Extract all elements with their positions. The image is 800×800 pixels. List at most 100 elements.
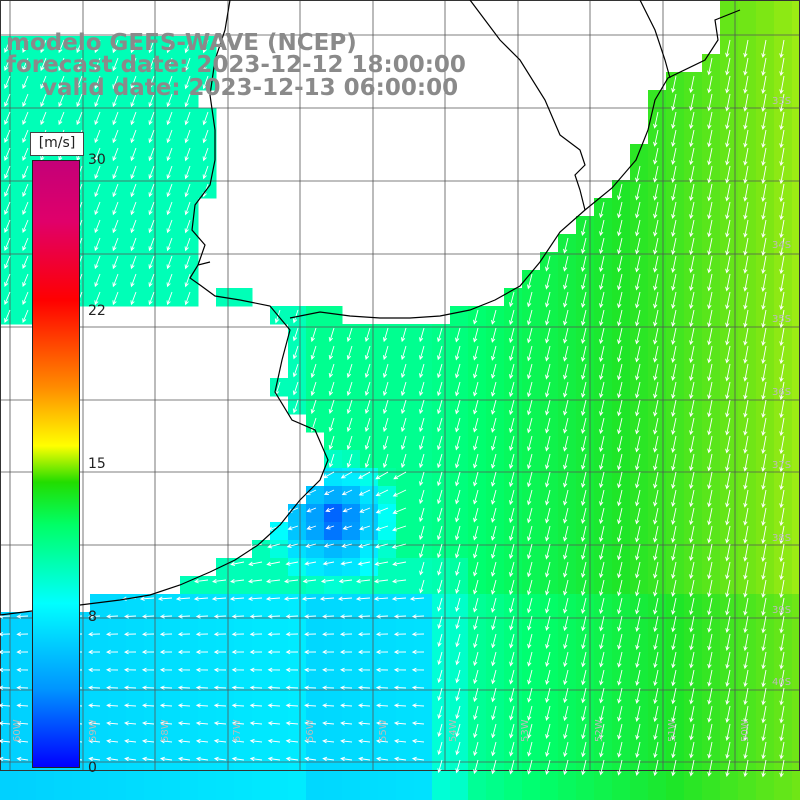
field-cell xyxy=(792,180,800,199)
field-cell xyxy=(450,468,469,487)
field-cell xyxy=(216,612,235,631)
field-cell xyxy=(270,648,289,667)
field-cell xyxy=(414,486,433,505)
field-cell xyxy=(522,666,541,685)
field-cell xyxy=(162,216,181,235)
field-cell xyxy=(576,522,595,541)
field-cell xyxy=(252,594,271,613)
legend-unit-label: [m/s] xyxy=(30,132,84,156)
field-cell xyxy=(450,540,469,559)
field-cell xyxy=(144,792,163,800)
field-cell xyxy=(126,252,145,271)
field-cell xyxy=(306,504,325,523)
field-cell xyxy=(558,594,577,613)
field-cell xyxy=(576,396,595,415)
field-cell xyxy=(126,612,145,631)
field-cell xyxy=(378,414,397,433)
field-cell xyxy=(360,720,379,739)
field-cell xyxy=(234,648,253,667)
field-cell xyxy=(450,396,469,415)
field-cell xyxy=(648,792,667,800)
field-cell xyxy=(54,774,73,793)
field-cell xyxy=(558,756,577,775)
field-cell xyxy=(432,558,451,577)
field-cell xyxy=(684,792,703,800)
field-cell xyxy=(450,450,469,469)
field-cell xyxy=(450,576,469,595)
field-cell xyxy=(414,630,433,649)
field-cell xyxy=(252,684,271,703)
field-cell xyxy=(558,504,577,523)
field-cell xyxy=(792,648,800,667)
field-cell xyxy=(396,360,415,379)
field-cell xyxy=(306,360,325,379)
field-cell xyxy=(270,684,289,703)
field-cell xyxy=(198,774,217,793)
field-cell xyxy=(432,432,451,451)
field-cell xyxy=(288,504,307,523)
field-cell xyxy=(486,720,505,739)
field-cell xyxy=(216,774,235,793)
field-cell xyxy=(504,360,523,379)
field-cell xyxy=(360,684,379,703)
field-cell xyxy=(324,612,343,631)
field-cell xyxy=(288,720,307,739)
field-cell xyxy=(288,648,307,667)
field-cell xyxy=(126,216,145,235)
field-cell xyxy=(180,684,199,703)
field-cell xyxy=(360,774,379,793)
field-cell xyxy=(522,756,541,775)
field-cell xyxy=(270,576,289,595)
field-cell xyxy=(558,558,577,577)
field-cell xyxy=(486,342,505,361)
field-cell xyxy=(414,522,433,541)
field-cell xyxy=(162,270,181,289)
field-cell xyxy=(90,684,109,703)
field-cell xyxy=(180,108,199,127)
field-cell xyxy=(576,216,595,235)
field-cell xyxy=(378,342,397,361)
field-cell xyxy=(108,774,127,793)
field-cell xyxy=(144,180,163,199)
field-cell xyxy=(162,126,181,145)
field-cell xyxy=(792,36,800,55)
field-cell xyxy=(792,378,800,397)
field-cell xyxy=(576,288,595,307)
lon-label: 52W xyxy=(594,719,605,742)
field-cell xyxy=(792,360,800,379)
field-cell xyxy=(90,234,109,253)
field-cell xyxy=(288,396,307,415)
field-cell xyxy=(54,792,73,800)
colorbar-tick-30: 30 xyxy=(88,152,106,168)
field-cell xyxy=(558,792,577,800)
field-cell xyxy=(306,774,325,793)
field-cell xyxy=(378,648,397,667)
field-cell xyxy=(0,666,19,685)
field-cell xyxy=(252,702,271,721)
field-cell xyxy=(126,288,145,307)
field-cell xyxy=(342,342,361,361)
field-cell xyxy=(108,612,127,631)
field-cell xyxy=(468,450,487,469)
field-cell xyxy=(468,396,487,415)
field-cell xyxy=(396,486,415,505)
field-cell xyxy=(540,756,559,775)
field-cell xyxy=(378,378,397,397)
field-cell xyxy=(558,612,577,631)
field-cell xyxy=(594,774,613,793)
field-cell xyxy=(0,306,19,325)
field-cell xyxy=(468,306,487,325)
field-cell xyxy=(180,288,199,307)
field-cell xyxy=(576,378,595,397)
field-cell xyxy=(504,396,523,415)
field-cell xyxy=(216,666,235,685)
field-cell xyxy=(738,792,757,800)
field-cell xyxy=(72,792,91,800)
field-cell xyxy=(270,612,289,631)
field-cell xyxy=(378,360,397,379)
field-cell xyxy=(432,486,451,505)
field-cell xyxy=(126,126,145,145)
field-cell xyxy=(180,180,199,199)
lon-label: 53W xyxy=(520,719,531,742)
